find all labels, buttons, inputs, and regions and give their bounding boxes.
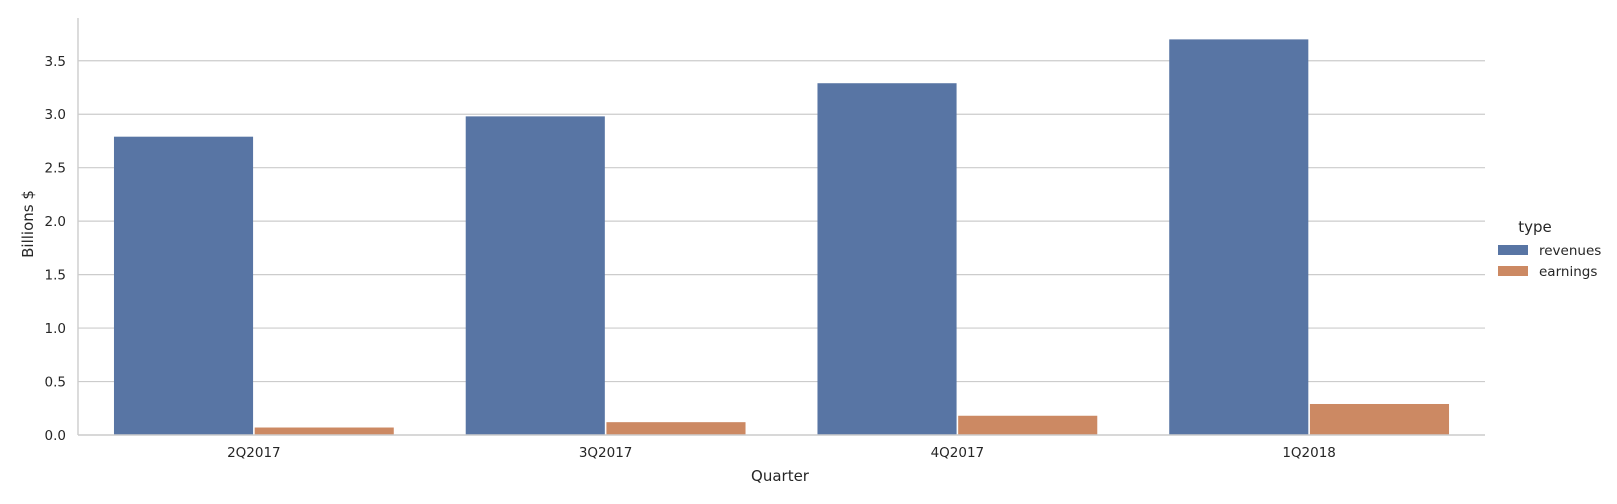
legend-swatch-earnings [1498, 266, 1528, 276]
x-tick-label: 3Q2017 [579, 445, 633, 461]
bar-earnings-3Q2017 [606, 422, 746, 435]
y-tick-label: 1.0 [45, 321, 66, 337]
bar-earnings-1Q2018 [1309, 403, 1450, 435]
y-axis-label: Billions $ [19, 190, 37, 258]
bar-revenues-4Q2017 [817, 83, 957, 435]
gridlines [78, 60, 1485, 383]
y-tick-label: 3.0 [45, 107, 66, 123]
legend-label-revenues: revenues [1539, 243, 1601, 259]
legend-swatch-revenues [1498, 245, 1528, 255]
x-axis-label: Quarter [751, 467, 810, 485]
legend-title: type [1518, 218, 1552, 236]
axes: 0.0 0.5 1.0 1.5 2.0 2.5 3.0 3.5 2Q2017 3Q2017 4Q20… [45, 18, 1485, 461]
legend-label-earnings: earnings [1539, 264, 1597, 280]
bars [113, 39, 1450, 436]
bar-revenues-2Q2017 [113, 136, 254, 435]
bar-earnings-2Q2017 [254, 427, 394, 435]
y-tick-label: 2.0 [45, 214, 66, 230]
bar-revenues-3Q2017 [465, 116, 605, 435]
y-tick-label: 0.0 [45, 428, 66, 444]
y-tick-label: 2.5 [45, 161, 66, 177]
x-tick-label: 4Q2017 [931, 445, 985, 461]
x-tick-label: 2Q2017 [227, 445, 281, 461]
x-tick-label: 1Q2018 [1282, 445, 1336, 461]
bar-revenues-1Q2018 [1169, 39, 1309, 436]
y-tick-label: 0.5 [45, 375, 66, 391]
y-tick-label: 3.5 [45, 54, 66, 70]
y-tick-label: 1.5 [45, 268, 66, 284]
legend: type revenues earnings [1498, 218, 1601, 280]
bar-earnings-4Q2017 [958, 415, 1098, 435]
